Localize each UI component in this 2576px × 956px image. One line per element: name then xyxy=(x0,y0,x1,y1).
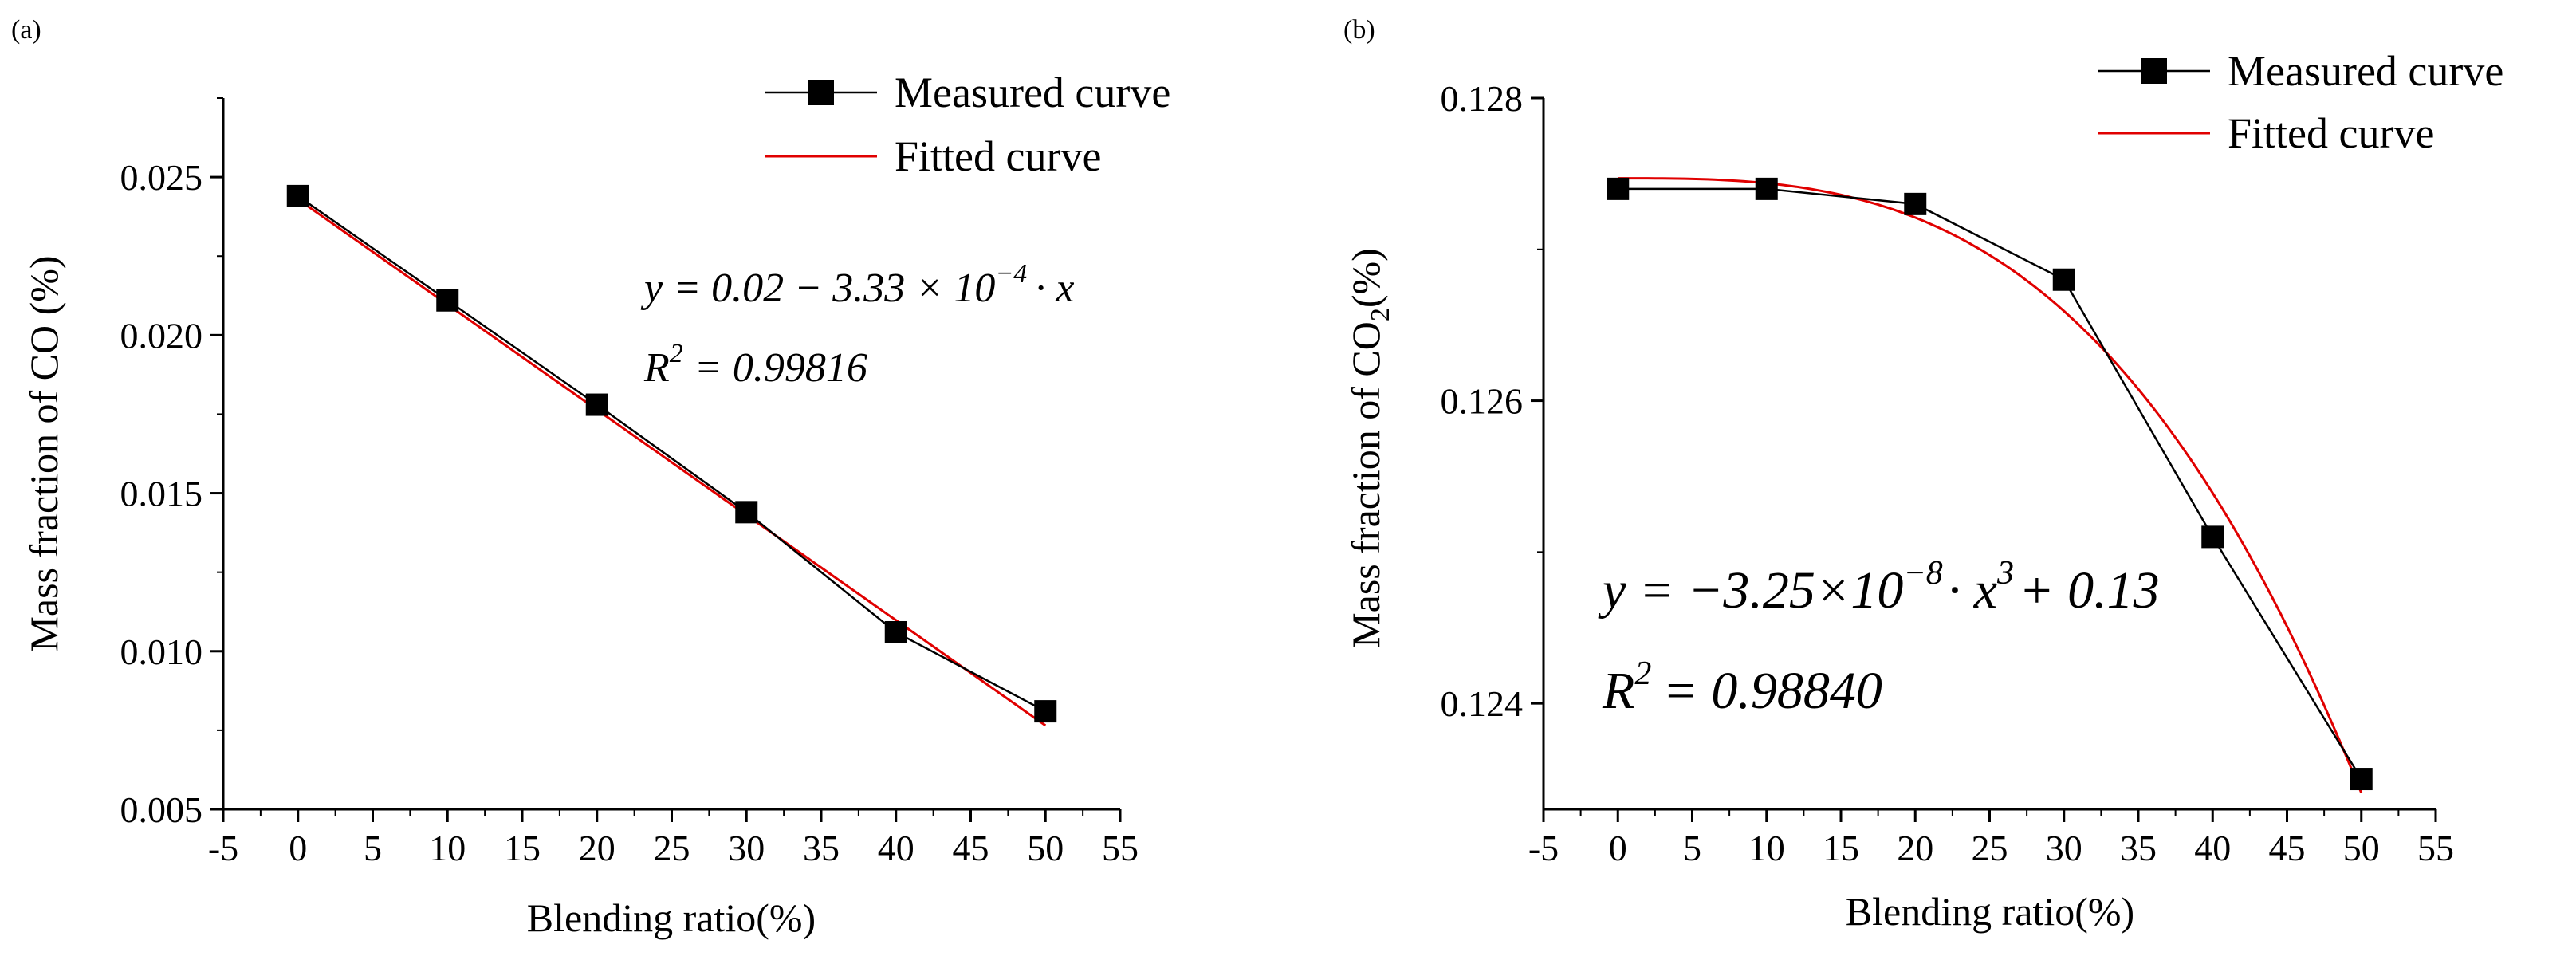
panel-b-y-axis-title-main: Mass fraction of CO xyxy=(1343,321,1388,648)
panel-b-markers xyxy=(1607,177,2373,791)
panel-a-equation-tail: · x xyxy=(1035,266,1074,311)
panel-a-x-tick-label: 55 xyxy=(1102,828,1139,868)
panel-b-equation-exponent: −8 xyxy=(1903,555,1942,592)
panel-a-r2-exponent: 2 xyxy=(670,339,683,368)
panel-a-x-tick-label: 50 xyxy=(1027,828,1064,868)
panel-a-x-ticks: -5 0 5 10 15 20 25 30 35 40 45 50 55 xyxy=(208,809,1139,868)
panel-a-measured-point xyxy=(1034,700,1057,723)
panel-b-x-tick-label: 35 xyxy=(2120,828,2157,868)
panel-b-legend-fitted-label: Fitted curve xyxy=(2228,109,2434,157)
panel-b-x-tick-label: 10 xyxy=(1748,828,1785,868)
panel-b-x-tick-label: 55 xyxy=(2417,828,2454,868)
panel-b-y-ticks: 0.124 0.126 0.128 xyxy=(1441,78,1544,724)
panel-a-y-axis-title: Mass fraction of CO (%) xyxy=(22,255,66,651)
panel-b-x-tick-label: 0 xyxy=(1609,828,1627,868)
panel-a-r2: R2 = 0.99816 xyxy=(643,339,867,391)
panel-b-r2-exponent: 2 xyxy=(1634,655,1651,692)
panel-a-fitted-curve xyxy=(297,198,1047,727)
panel-a-label: (a) xyxy=(11,15,41,45)
panel-b-x-tick-label: 20 xyxy=(1897,828,1933,868)
panel-b-legend-measured-label: Measured curve xyxy=(2228,47,2503,95)
panel-a-y-tick-label: 0.020 xyxy=(120,315,203,356)
panel-a-r2-value: = 0.99816 xyxy=(694,345,867,391)
panel-a-x-tick-label: -5 xyxy=(208,828,238,868)
panel-a-legend-fitted-label: Fitted curve xyxy=(895,132,1101,180)
panel-a-r2-symbol: R xyxy=(643,345,670,391)
panel-a-markers xyxy=(286,184,1057,723)
panel-a-equation-exponent: −4 xyxy=(995,259,1027,289)
panel-b-y-axis-title: Mass fraction of CO2(%) xyxy=(1343,248,1395,648)
panel-a-equation: y = 0.02 − 3.33 × 10−4 · x xyxy=(640,259,1074,311)
panel-b-y-tick-label: 0.128 xyxy=(1441,78,1524,119)
panel-b-r2-value: = 0.98840 xyxy=(1662,662,1882,720)
panel-b-y-tick-label: 0.124 xyxy=(1441,683,1524,724)
panel-b-equation: y = −3.25×10−8· x3+ 0.13 xyxy=(1598,555,2160,620)
panel-a-legend-measured-marker xyxy=(808,80,834,105)
panel-b-y-tick-label: 0.126 xyxy=(1441,381,1524,422)
panel-a-x-tick-label: 25 xyxy=(654,828,690,868)
panel-b-x-tick-label: 50 xyxy=(2343,828,2380,868)
panel-a-equation-main: y = 0.02 − 3.33 × 10 xyxy=(640,266,995,311)
panel-b-x-tick-label: -5 xyxy=(1528,828,1559,868)
panel-b-x-tick-label: 30 xyxy=(2046,828,2082,868)
panel-b-measured-point xyxy=(2201,525,2224,549)
panel-b-x-tick-label: 15 xyxy=(1823,828,1859,868)
panel-b-x-ticks: -5 0 5 10 15 20 25 30 35 40 45 50 55 xyxy=(1528,809,2454,868)
panel-b-legend: Measured curve Fitted curve xyxy=(2098,47,2503,157)
panel-a-x-tick-label: 40 xyxy=(878,828,914,868)
panel-b-measured-point xyxy=(2350,768,2373,791)
panel-a-measured-point xyxy=(436,289,459,312)
panel-a-x-tick-label: 10 xyxy=(429,828,466,868)
panel-a: (a) -5 0 5 10 15 20 25 30 35 40 45 50 55 0.0050.0100… xyxy=(11,15,1170,940)
panel-a-y-tick-label: 0.005 xyxy=(120,789,203,830)
panel-b-label: (b) xyxy=(1343,15,1375,45)
panel-b-x-tick-label: 25 xyxy=(1972,828,2008,868)
panel-a-measured-point xyxy=(735,501,758,524)
panel-a-y-ticks: 0.005 0.010 0.015 0.020 0.025 xyxy=(120,97,223,830)
panel-b-r2-symbol: R xyxy=(1602,662,1634,720)
panel-a-x-tick-label: 30 xyxy=(728,828,765,868)
panel-a-y-tick-label: 0.025 xyxy=(120,157,203,198)
panel-a-x-tick-label: 35 xyxy=(803,828,840,868)
panel-a-legend-measured-label: Measured curve xyxy=(895,69,1170,116)
panel-b-equation-x-exponent: 3 xyxy=(1996,555,2014,592)
panel-a-x-tick-label: 45 xyxy=(953,828,989,868)
panel-b-legend-measured-marker xyxy=(2141,58,2167,84)
panel-a-y-tick-label: 0.015 xyxy=(120,474,203,514)
panel-b-fitted-curve xyxy=(1618,177,2363,794)
panel-b-y-axis-title-subscript: 2 xyxy=(1366,308,1395,321)
panel-b-r2: R2 = 0.98840 xyxy=(1602,655,1882,720)
panel-a-x-axis-title: Blending ratio(%) xyxy=(527,895,816,940)
panel-b-x-tick-label: 40 xyxy=(2194,828,2231,868)
panel-a-x-tick-label: 0 xyxy=(289,828,307,868)
panel-a-measured-point xyxy=(585,393,608,416)
panel-a-measured-point xyxy=(884,620,907,643)
panel-b-x-tick-label: 45 xyxy=(2269,828,2306,868)
panel-a-measured-point xyxy=(286,184,309,207)
panel-b-measured-curve xyxy=(1618,187,2362,780)
panel-b-x-tick-label: 5 xyxy=(1683,828,1701,868)
panel-b-measured-point xyxy=(1904,192,1927,215)
panel-a-y-tick-label: 0.010 xyxy=(120,631,203,672)
panel-a-x-tick-label: 15 xyxy=(504,828,541,868)
panel-a-measured-curve xyxy=(297,195,1046,713)
panel-b-x-axis-title: Blending ratio(%) xyxy=(1846,889,2134,934)
panel-a-legend: Measured curve Fitted curve xyxy=(765,69,1170,180)
panel-a-x-tick-label: 20 xyxy=(579,828,615,868)
panel-b-measured-point xyxy=(1755,177,1778,200)
panel-b-measured-point xyxy=(1607,177,1630,200)
panel-b: (b) -5 0 5 10 15 20 25 30 35 40 45 50 55 0.1240.1260… xyxy=(1343,15,2503,934)
panel-a-x-tick-label: 5 xyxy=(364,828,382,868)
panel-b-equation-x: · x xyxy=(1948,561,1997,620)
panel-b-equation-main: y = −3.25×10 xyxy=(1598,561,1903,620)
panel-b-equation-constant: + 0.13 xyxy=(2019,561,2160,620)
panel-b-measured-point xyxy=(2052,268,2075,291)
panel-b-y-axis-title-unit: (%) xyxy=(1343,248,1388,308)
